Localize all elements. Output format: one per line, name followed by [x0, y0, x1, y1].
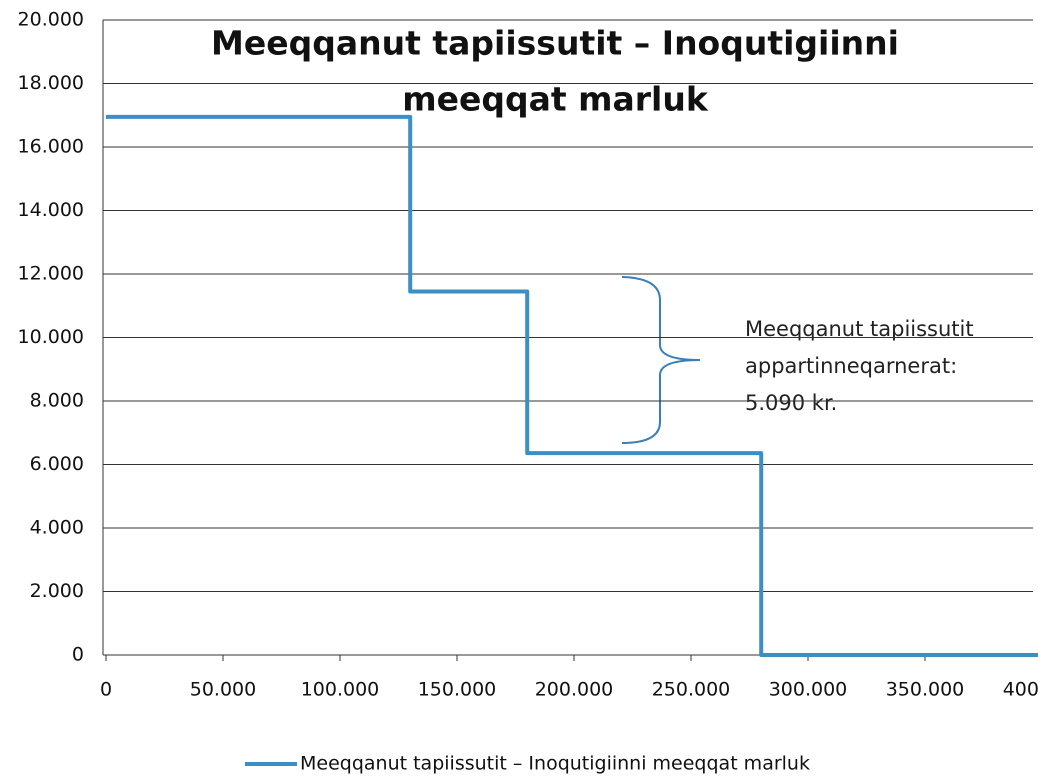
x-tick-label: 0 — [100, 679, 112, 701]
y-tick-label: 14.000 — [18, 199, 84, 221]
chart-title: meeqqat marluk — [402, 80, 709, 119]
brace — [621, 276, 701, 444]
y-tick-label: 20.000 — [18, 9, 84, 31]
x-tick-label: 50.000 — [190, 679, 256, 701]
x-tick-label: 100.000 — [301, 679, 380, 701]
y-tick-label: 12.000 — [18, 263, 84, 285]
x-tick-label: 350.000 — [886, 679, 965, 701]
x-tick-label: 200.000 — [535, 679, 614, 701]
y-tick-label: 0 — [72, 644, 84, 666]
y-tick-label: 8.000 — [30, 390, 84, 412]
y-tick-label: 6.000 — [30, 453, 84, 475]
x-tick-label: 150.000 — [418, 679, 497, 701]
annotation: appartinneqarnerat: — [745, 354, 957, 378]
legend-label: Meeqqanut tapiissutit – Inoqutigiinni me… — [300, 753, 810, 775]
annotation: 5.090 kr. — [745, 391, 837, 415]
series-line — [106, 114, 1038, 657]
x-tick-label: 250.000 — [652, 679, 731, 701]
y-tick-label: 4.000 — [30, 517, 84, 539]
y-tick-label: 10.000 — [18, 326, 84, 348]
x-tick-label: 300.000 — [769, 679, 848, 701]
y-tick-label: 2.000 — [30, 580, 84, 602]
y-tick-label: 18.000 — [18, 72, 84, 94]
chart-title: Meeqqanut tapiissutit – Inoqutigiinni — [211, 24, 899, 63]
x-tick-label: 400.000 — [1003, 679, 1038, 701]
y-tick-label: 16.000 — [18, 136, 84, 158]
